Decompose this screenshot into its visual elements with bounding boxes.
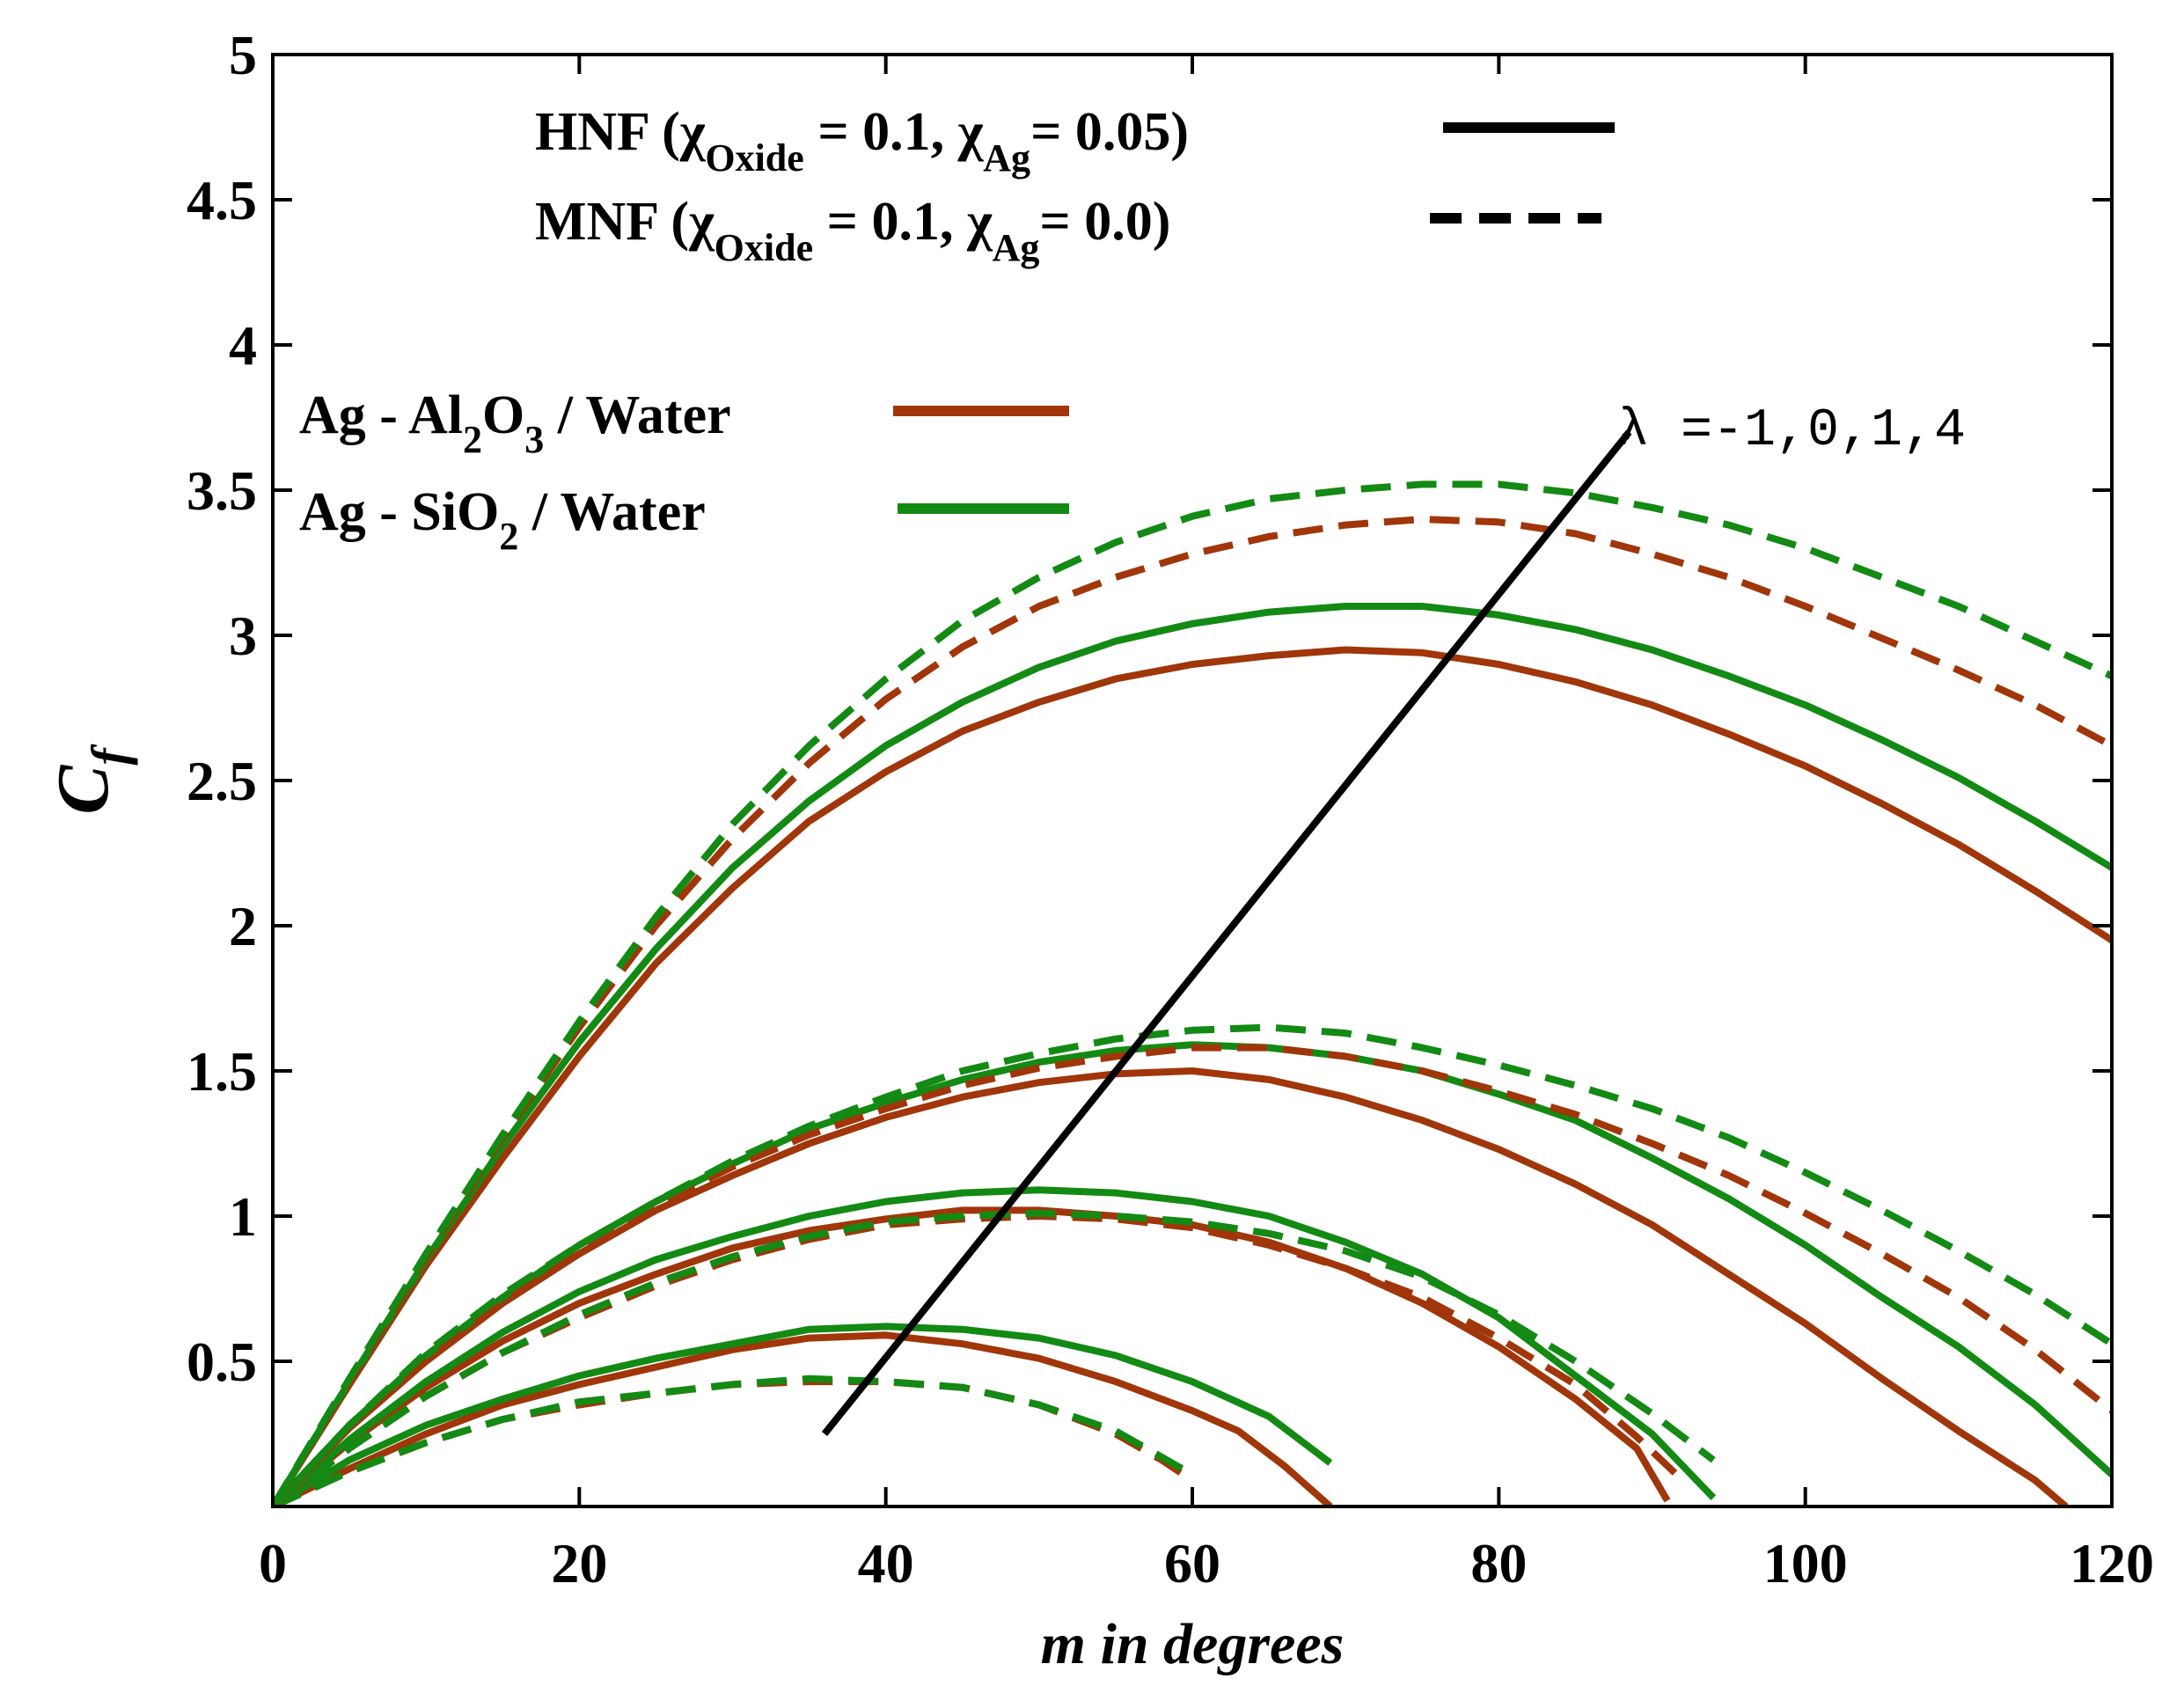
series-line-4 — [273, 1374, 1194, 1506]
y-axis-label: Cf — [42, 744, 138, 815]
legend-fluids: Ag - Al2O3 / Water Ag - SiO2 / Water — [299, 385, 1069, 558]
series-line-12 — [273, 1023, 2112, 1506]
y-tick-label: 1.5 — [187, 1040, 257, 1103]
legend-styles: HNF (χOxide = 0.1, χAg= 0.05) MNF (χOxid… — [535, 102, 1615, 269]
series-line-9 — [273, 1067, 2069, 1506]
x-tick-label: 20 — [551, 1532, 607, 1594]
lambda-arrow — [821, 429, 1632, 1437]
y-axis-label-sub: f — [81, 744, 138, 766]
series-layer — [273, 480, 2112, 1506]
ticks-layer — [271, 53, 2114, 1506]
legend-mnf-label: MNF (χOxide = 0.1, χAg= 0.0) — [535, 192, 1170, 269]
series-line-11 — [273, 1044, 2112, 1506]
series-line-14 — [273, 603, 2112, 1506]
x-axis-label: m in degrees — [1041, 1612, 1345, 1676]
series-line-16 — [273, 480, 2112, 1506]
y-tick-label: 1 — [229, 1185, 257, 1248]
series-line-13 — [273, 646, 2112, 1506]
tick-labels-layer: 0 20 40 60 80 100 120 0.5 1 1.5 2 2.5 3 3.5 4 4.5 5 — [187, 24, 2154, 1594]
series-line-8 — [273, 1209, 1716, 1506]
series-line-2 — [273, 1323, 1333, 1506]
lambda-annotation: λ =-1,0,1,4 — [1617, 401, 1966, 461]
x-tick-label: 40 — [858, 1532, 914, 1594]
y-tick-label: 0.5 — [187, 1330, 257, 1393]
legend-al2o3-label: Ag - Al2O3 / Water — [299, 385, 731, 461]
x-tick-label: 120 — [2070, 1532, 2154, 1594]
x-tick-label: 0 — [259, 1532, 287, 1594]
y-tick-label: 4 — [229, 314, 257, 377]
y-tick-label: 3.5 — [187, 459, 257, 522]
svg-text:Cf: Cf — [42, 744, 138, 815]
x-tick-label: 100 — [1763, 1532, 1848, 1594]
series-line-1 — [273, 1331, 1333, 1506]
y-axis-label-main: C — [42, 765, 124, 815]
y-tick-label: 2.5 — [187, 750, 257, 812]
y-tick-label: 2 — [229, 895, 257, 957]
legend-sio2-label: Ag - SiO2 / Water — [299, 482, 706, 558]
legend-hnf-label: HNF (χOxide = 0.1, χAg= 0.05) — [535, 102, 1189, 180]
y-tick-label: 4.5 — [187, 169, 257, 231]
x-tick-label: 80 — [1470, 1532, 1527, 1594]
y-tick-label: 5 — [229, 24, 257, 86]
y-tick-label: 3 — [229, 605, 257, 667]
x-tick-label: 60 — [1164, 1532, 1220, 1594]
